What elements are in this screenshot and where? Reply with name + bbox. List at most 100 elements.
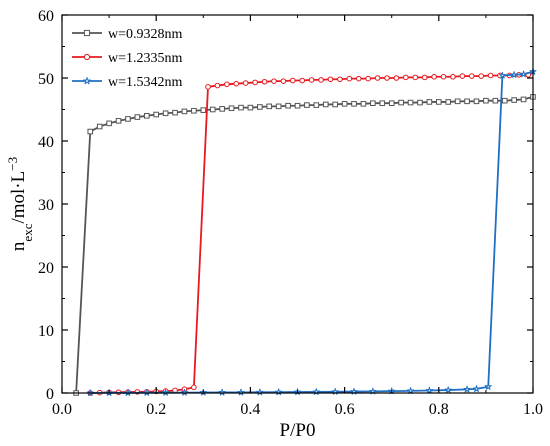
data-point-square xyxy=(436,99,442,105)
data-point-star xyxy=(237,388,245,396)
data-point-circle xyxy=(299,77,306,84)
y-tick-label: 50 xyxy=(38,71,54,88)
legend-item: w=0.9328nm xyxy=(72,27,183,42)
data-point-square xyxy=(115,118,122,124)
legend-label: w=1.5342nm xyxy=(108,75,183,90)
data-point-square xyxy=(125,116,131,122)
data-point-circle xyxy=(191,384,197,391)
data-point-square xyxy=(257,104,263,110)
data-point-star xyxy=(275,388,283,396)
series-1 xyxy=(73,94,536,396)
data-point-circle xyxy=(337,76,343,83)
series-line xyxy=(90,73,529,394)
data-point-square xyxy=(153,111,159,118)
data-point-star xyxy=(463,385,471,393)
data-point-square xyxy=(370,100,376,107)
data-point-circle xyxy=(412,74,419,81)
legend-item: w=1.5342nm xyxy=(72,75,183,90)
data-point-star xyxy=(484,383,492,390)
x-axis-label: P/P0 xyxy=(280,420,316,441)
series-line xyxy=(75,96,534,394)
data-point-circle xyxy=(421,74,428,81)
data-point-star xyxy=(83,77,91,85)
data-point-circle xyxy=(478,73,484,79)
data-point-square xyxy=(162,110,169,117)
data-point-square xyxy=(351,101,357,107)
data-point-square xyxy=(181,108,188,115)
y-axis-label-rest: /mol·L xyxy=(8,171,29,224)
data-point-circle xyxy=(431,73,437,80)
data-point-circle xyxy=(346,75,353,82)
data-point-square xyxy=(83,29,91,37)
y-tick-label: 20 xyxy=(38,260,54,277)
data-point-square xyxy=(360,101,367,107)
data-point-star xyxy=(218,388,226,396)
legend-label: w=1.2335nm xyxy=(108,51,183,66)
data-point-circle xyxy=(440,73,447,80)
data-point-star xyxy=(510,71,518,79)
data-point-circle xyxy=(459,73,466,79)
data-point-circle xyxy=(261,78,268,85)
data-point-square xyxy=(275,103,282,110)
y-axis-label-main: n xyxy=(8,241,29,251)
data-point-square xyxy=(219,106,225,112)
data-point-star xyxy=(444,386,452,394)
plot-frame xyxy=(61,14,534,394)
data-point-circle xyxy=(487,72,494,79)
data-point-star xyxy=(520,70,528,78)
data-point-square xyxy=(172,109,178,116)
data-point-square xyxy=(341,101,348,107)
data-point-square xyxy=(106,120,112,127)
data-point-star xyxy=(331,388,339,395)
data-point-square xyxy=(209,106,216,113)
data-point-star xyxy=(406,387,415,395)
data-point-square xyxy=(238,104,244,111)
x-tick-label: 0.2 xyxy=(146,401,166,418)
data-point-square xyxy=(520,96,527,103)
data-point-square xyxy=(285,102,291,109)
data-point-circle xyxy=(468,73,475,79)
data-point-square xyxy=(492,97,499,104)
y-tick-label: 30 xyxy=(38,197,54,214)
data-point-circle xyxy=(271,78,277,84)
series-layer xyxy=(73,68,537,397)
data-point-square xyxy=(96,123,103,130)
data-point-square xyxy=(426,99,433,105)
data-point-star xyxy=(180,389,189,396)
data-point-circle xyxy=(365,75,371,82)
x-tick-label: 0.6 xyxy=(335,401,355,418)
data-point-square xyxy=(407,99,414,106)
series-2 xyxy=(87,72,532,396)
y-axis-label-sup: −3 xyxy=(5,157,20,171)
data-point-square xyxy=(483,97,489,104)
data-point-star xyxy=(425,386,433,394)
legend: w=0.9328nm w=1.2335nm w=1.5342nm xyxy=(72,27,183,90)
data-point-circle xyxy=(233,80,240,87)
data-point-square xyxy=(134,114,141,120)
y-tick-label: 60 xyxy=(38,8,54,25)
data-point-star xyxy=(498,71,506,79)
data-point-square xyxy=(473,98,480,105)
data-point-circle xyxy=(403,74,409,81)
legend-item: w=1.2335nm xyxy=(72,51,183,66)
legend-label: w=0.9328nm xyxy=(108,27,183,42)
data-point-star xyxy=(312,388,320,396)
data-point-square xyxy=(200,107,207,113)
data-point-circle xyxy=(280,78,287,84)
data-point-circle xyxy=(224,81,230,88)
data-point-square xyxy=(501,97,508,104)
y-tick-label: 0 xyxy=(46,386,54,403)
data-point-square xyxy=(294,102,301,109)
data-point-square xyxy=(304,102,310,108)
data-point-circle xyxy=(214,82,221,89)
data-point-star xyxy=(256,388,264,396)
data-point-square xyxy=(228,105,235,112)
data-point-square xyxy=(454,98,461,105)
data-point-star xyxy=(472,385,481,393)
data-point-square xyxy=(266,103,273,110)
data-point-square xyxy=(322,101,329,108)
ticks-layer: 0.0 0.2 0.4 0.6 0.8 1.0 0 10 20 30 40 50 60 xyxy=(38,8,543,418)
series-3 xyxy=(86,68,537,397)
data-point-square xyxy=(332,101,338,108)
